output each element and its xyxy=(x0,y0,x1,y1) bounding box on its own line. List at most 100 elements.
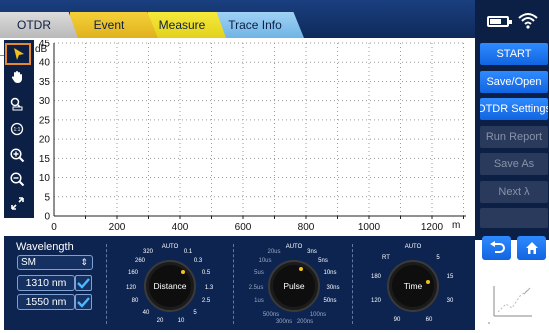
pulse-tick: 5ns xyxy=(318,258,328,264)
y-axis-unit: dB xyxy=(35,44,48,55)
save-as-button[interactable]: Save As xyxy=(480,153,548,175)
hand-icon xyxy=(11,71,22,83)
distance-tick: 320 xyxy=(143,249,154,255)
pulse-tick: 500ns xyxy=(263,312,279,318)
left-toolbar xyxy=(4,40,34,218)
pulse-tick: 20us xyxy=(267,249,280,255)
panel-separator xyxy=(106,244,107,324)
fiber-mode-select[interactable]: SM ⇕ xyxy=(17,255,93,270)
fit-tool-button[interactable] xyxy=(6,192,28,214)
time-tick: 15 xyxy=(447,274,454,280)
zoom-reset-tool-button[interactable]: 1:1 xyxy=(6,118,28,140)
pulse-tick: 300ns xyxy=(276,319,292,325)
pulse-knob-label: Pulse xyxy=(283,281,305,291)
wavelength-1550-checkbox[interactable] xyxy=(75,294,92,310)
home-button[interactable] xyxy=(517,236,546,260)
time-knob-label: Time xyxy=(404,281,423,291)
pulse-tick: 2.5us xyxy=(249,285,264,291)
pulse-tick: 3ns xyxy=(307,249,317,255)
otdr-trace-plot[interactable]: dB m 0 5 10 15 20 25 30 35 40 45 0 200 400 600 800 100… xyxy=(34,40,475,236)
home-icon xyxy=(525,242,538,254)
time-auto-label: AUTO xyxy=(405,244,422,250)
empty-slot-button xyxy=(480,208,548,228)
wavelength-label: 1550 nm xyxy=(25,296,67,308)
left-edge-marker xyxy=(0,55,5,56)
cursor-arrow-icon xyxy=(14,48,24,60)
cursor-tool-button[interactable] xyxy=(8,43,30,65)
right-sidebar xyxy=(475,0,549,240)
y-tick-label: 30 xyxy=(39,96,51,107)
y-tick-label: 35 xyxy=(39,77,51,88)
pulse-tick: 30ns xyxy=(326,285,339,291)
x-tick-label: 200 xyxy=(109,222,126,233)
selected-tool-frame xyxy=(5,43,31,65)
distance-tick: 1.3 xyxy=(205,285,214,291)
tab-trace-info[interactable]: Trace Info xyxy=(216,12,304,38)
pulse-knob-indicator xyxy=(299,267,303,271)
tab-label: Measure xyxy=(158,18,206,32)
start-button[interactable]: START xyxy=(480,43,548,65)
back-button[interactable] xyxy=(482,236,511,260)
x-tick-label: 800 xyxy=(298,222,315,233)
x-tick-label: 0 xyxy=(51,222,57,233)
pulse-tick: 1us xyxy=(254,298,264,304)
distance-tick: 40 xyxy=(143,310,150,316)
trace-thumbnail-icon xyxy=(488,286,532,324)
wavelength-label: 1310 nm xyxy=(25,277,67,289)
y-tick-label: 20 xyxy=(39,135,51,146)
y-tick-label: 40 xyxy=(39,58,51,69)
distance-knob-indicator xyxy=(181,270,185,274)
back-arrow-icon xyxy=(489,241,505,253)
checkmark-icon xyxy=(77,297,90,308)
time-tick: 5 xyxy=(436,255,440,261)
time-tick: 90 xyxy=(394,317,401,323)
y-tick-labels: 0 5 10 15 20 25 30 35 40 45 xyxy=(39,40,51,223)
zoom-out-icon xyxy=(9,171,24,186)
zoom-in-icon xyxy=(9,147,24,162)
x-axis-unit: m xyxy=(452,220,460,231)
wavelength-1310-checkbox[interactable] xyxy=(75,275,92,291)
distance-tick: 120 xyxy=(126,285,137,291)
save-open-button[interactable]: Save/Open xyxy=(480,71,548,93)
time-tick: 30 xyxy=(447,298,454,304)
x-tick-label: 1200 xyxy=(421,222,444,233)
expand-icon xyxy=(10,196,24,210)
otdr-settings-button[interactable]: OTDR Settings xyxy=(480,98,548,120)
time-tick: 60 xyxy=(426,317,433,323)
distance-tick: 80 xyxy=(132,298,139,304)
pulse-knob[interactable]: AUTO 20us 3ns 10us 5ns 5us 10ns 2.5us 30… xyxy=(239,239,349,327)
distance-tick: 0.3 xyxy=(194,258,203,264)
distance-tick: 2.5 xyxy=(202,298,211,304)
distance-tick: 160 xyxy=(128,270,139,276)
pulse-tick: 10us xyxy=(258,258,271,264)
battery-icon xyxy=(487,16,512,27)
distance-tick: 20 xyxy=(157,318,164,324)
tab-event[interactable]: Event xyxy=(70,12,158,38)
next-lambda-button[interactable]: Next λ xyxy=(480,181,548,203)
y-tick-label: 10 xyxy=(39,173,51,184)
svg-text:1:1: 1:1 xyxy=(14,127,21,133)
time-knob[interactable]: AUTO RT 5 180 15 120 30 90 60 Time xyxy=(359,239,465,327)
x-tick-labels: 0 200 400 600 800 1000 1200 xyxy=(51,222,443,233)
tab-measure[interactable]: Measure xyxy=(148,12,226,38)
zoom-out-tool-button[interactable] xyxy=(6,168,28,190)
panel-separator xyxy=(352,244,353,324)
y-tick-label: 0 xyxy=(44,212,50,223)
zoom-one-to-one-icon: 1:1 xyxy=(10,122,24,136)
distance-tick: 5 xyxy=(193,310,197,316)
zoom-area-icon xyxy=(10,97,23,111)
zoom-area-tool-button[interactable] xyxy=(6,93,28,115)
distance-knob[interactable]: AUTO 320 0.1 260 0.3 160 0.5 120 1.3 80 … xyxy=(114,239,226,327)
pan-tool-button[interactable] xyxy=(6,66,28,88)
run-report-button[interactable]: Run Report xyxy=(480,126,548,148)
pulse-tick: 50ns xyxy=(323,298,336,304)
zoom-in-tool-button[interactable] xyxy=(6,144,28,166)
time-knob-indicator xyxy=(426,280,430,284)
tab-otdr[interactable]: OTDR xyxy=(0,12,78,38)
distance-auto-label: AUTO xyxy=(162,244,179,250)
distance-knob-label: Distance xyxy=(153,281,186,291)
wavelength-1550-button[interactable]: 1550 nm xyxy=(17,294,75,310)
tab-label: Event xyxy=(93,18,125,32)
tab-label: OTDR xyxy=(17,18,51,32)
wavelength-1310-button[interactable]: 1310 nm xyxy=(17,275,75,291)
